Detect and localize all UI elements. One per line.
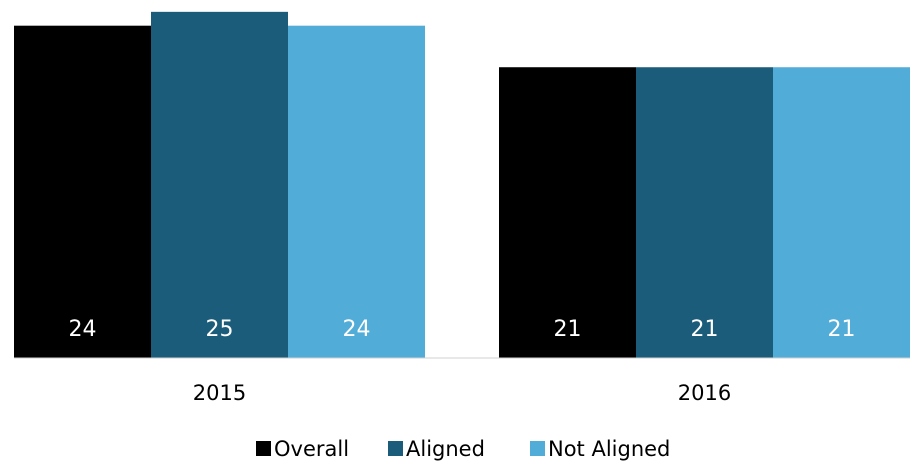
data-label: 25 bbox=[206, 317, 234, 342]
x-tick-label: 2015 bbox=[193, 381, 246, 405]
legend-label: Overall bbox=[274, 437, 349, 461]
data-label: 21 bbox=[828, 317, 856, 342]
bar bbox=[773, 67, 910, 358]
legend-swatch bbox=[388, 441, 403, 456]
data-label: 24 bbox=[69, 317, 97, 342]
legend-label: Aligned bbox=[406, 437, 485, 461]
bar bbox=[288, 25, 425, 358]
legend-swatch bbox=[256, 441, 271, 456]
bar bbox=[499, 67, 636, 358]
bar bbox=[151, 11, 288, 358]
data-label: 24 bbox=[343, 317, 371, 342]
data-label: 21 bbox=[691, 317, 719, 342]
legend-swatch bbox=[530, 441, 545, 456]
legend-label: Not Aligned bbox=[548, 437, 670, 461]
bar bbox=[636, 67, 773, 358]
bar bbox=[14, 25, 151, 358]
x-tick-label: 2016 bbox=[678, 381, 731, 405]
data-label: 21 bbox=[554, 317, 582, 342]
